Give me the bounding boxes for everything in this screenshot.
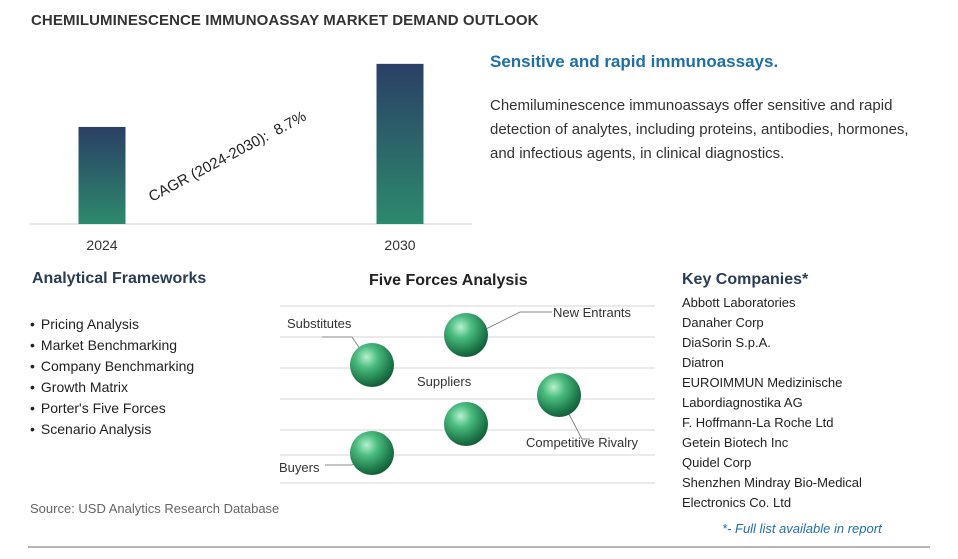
list-item: Danaher Corp <box>682 315 764 330</box>
competitive-rivalry-label: Competitive Rivalry <box>526 435 638 450</box>
list-item: Shenzhen Mindray Bio-Medical <box>682 475 862 490</box>
list-item: Getein Biotech Inc <box>682 435 789 450</box>
description: Chemiluminescence immunoassays offer sen… <box>490 97 909 162</box>
substitutes-label: Substitutes <box>287 316 352 331</box>
new-entrants-ball <box>444 313 488 357</box>
x-tick-label: 2030 <box>384 237 415 253</box>
bar-2030 <box>376 63 424 225</box>
frameworks-list: Pricing Analysis Market Benchmarking Com… <box>30 314 194 440</box>
list-item: F. Hoffmann-La Roche Ltd <box>682 415 834 430</box>
substitutes-ball <box>350 343 394 387</box>
source-note: Source: USD Analytics Research Database <box>30 501 280 516</box>
key-companies-title: Key Companies* <box>682 271 809 288</box>
competitive-rivalry-ball <box>537 373 581 417</box>
frameworks-title: Analytical Frameworks <box>32 270 207 287</box>
full-list-note: *- Full list available in report <box>722 521 882 536</box>
headline: Sensitive and rapid immunoassays. <box>490 52 779 71</box>
list-item: Pricing Analysis <box>30 314 194 335</box>
list-item: Quidel Corp <box>682 455 752 470</box>
key-companies-list: Abbott Laboratories Danaher Corp DiaSori… <box>682 293 862 513</box>
five-forces-title: Five Forces Analysis <box>369 272 528 289</box>
suppliers-ball <box>444 402 488 446</box>
x-tick-label: 2024 <box>86 237 117 253</box>
divider <box>28 546 930 548</box>
list-item: Market Benchmarking <box>30 335 194 356</box>
list-item: DiaSorin S.p.A. <box>682 335 771 350</box>
cagr-annotation: CAGR (2024-2030): 8.7% <box>146 108 309 206</box>
bar-chart: 2024 2030 CAGR (2024-2030): 8.7% <box>30 63 472 253</box>
list-item: Abbott Laboratories <box>682 295 796 310</box>
bar-2024 <box>78 126 126 224</box>
page-title: CHEMILUMINESCENCE IMMUNOASSAY MARKET DEM… <box>31 12 539 29</box>
list-item: Labordiagnostika AG <box>682 395 803 410</box>
suppliers-label: Suppliers <box>417 374 472 389</box>
list-item: Scenario Analysis <box>30 419 194 440</box>
five-forces-diagram: Substitutes New Entrants Suppliers Compe… <box>279 305 655 484</box>
list-item: Company Benchmarking <box>30 356 194 377</box>
list-item: EUROIMMUN Medizinische <box>682 375 843 390</box>
buyers-label: Buyers <box>279 460 320 475</box>
new-entrants-label: New Entrants <box>553 305 632 320</box>
list-item: Growth Matrix <box>30 377 194 398</box>
list-item: Electronics Co. Ltd <box>682 495 792 510</box>
buyers-ball <box>350 431 394 475</box>
list-item: Diatron <box>682 355 724 370</box>
list-item: Porter's Five Forces <box>30 398 194 419</box>
